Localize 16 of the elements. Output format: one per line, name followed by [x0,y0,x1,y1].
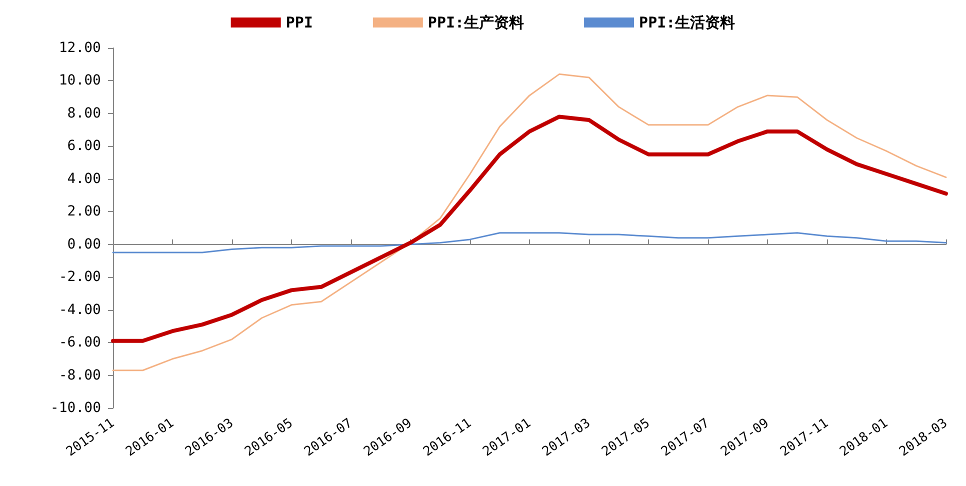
y-tick-label: -4.00 [58,302,101,318]
y-tick-label: 8.00 [67,105,101,122]
y-tick-label: 2.00 [67,204,101,220]
y-tick-label: 0.00 [67,236,101,252]
line-series [111,114,948,343]
legend-label: PPI [286,14,313,32]
legend-label: PPI:生活资料 [639,14,736,32]
y-tick-label: -8.00 [58,367,101,384]
y-tick-label: -2.00 [58,269,101,286]
y-tick-label: 4.00 [67,170,101,187]
legend-label: PPI:生产资料 [428,14,524,32]
y-tick-label: 6.00 [67,138,101,154]
y-tick-label: 10.00 [58,72,101,89]
y-tick-label: 12.00 [58,40,101,56]
y-tick-label: -10.00 [50,400,101,416]
y-tick-label: -6.00 [58,334,101,351]
